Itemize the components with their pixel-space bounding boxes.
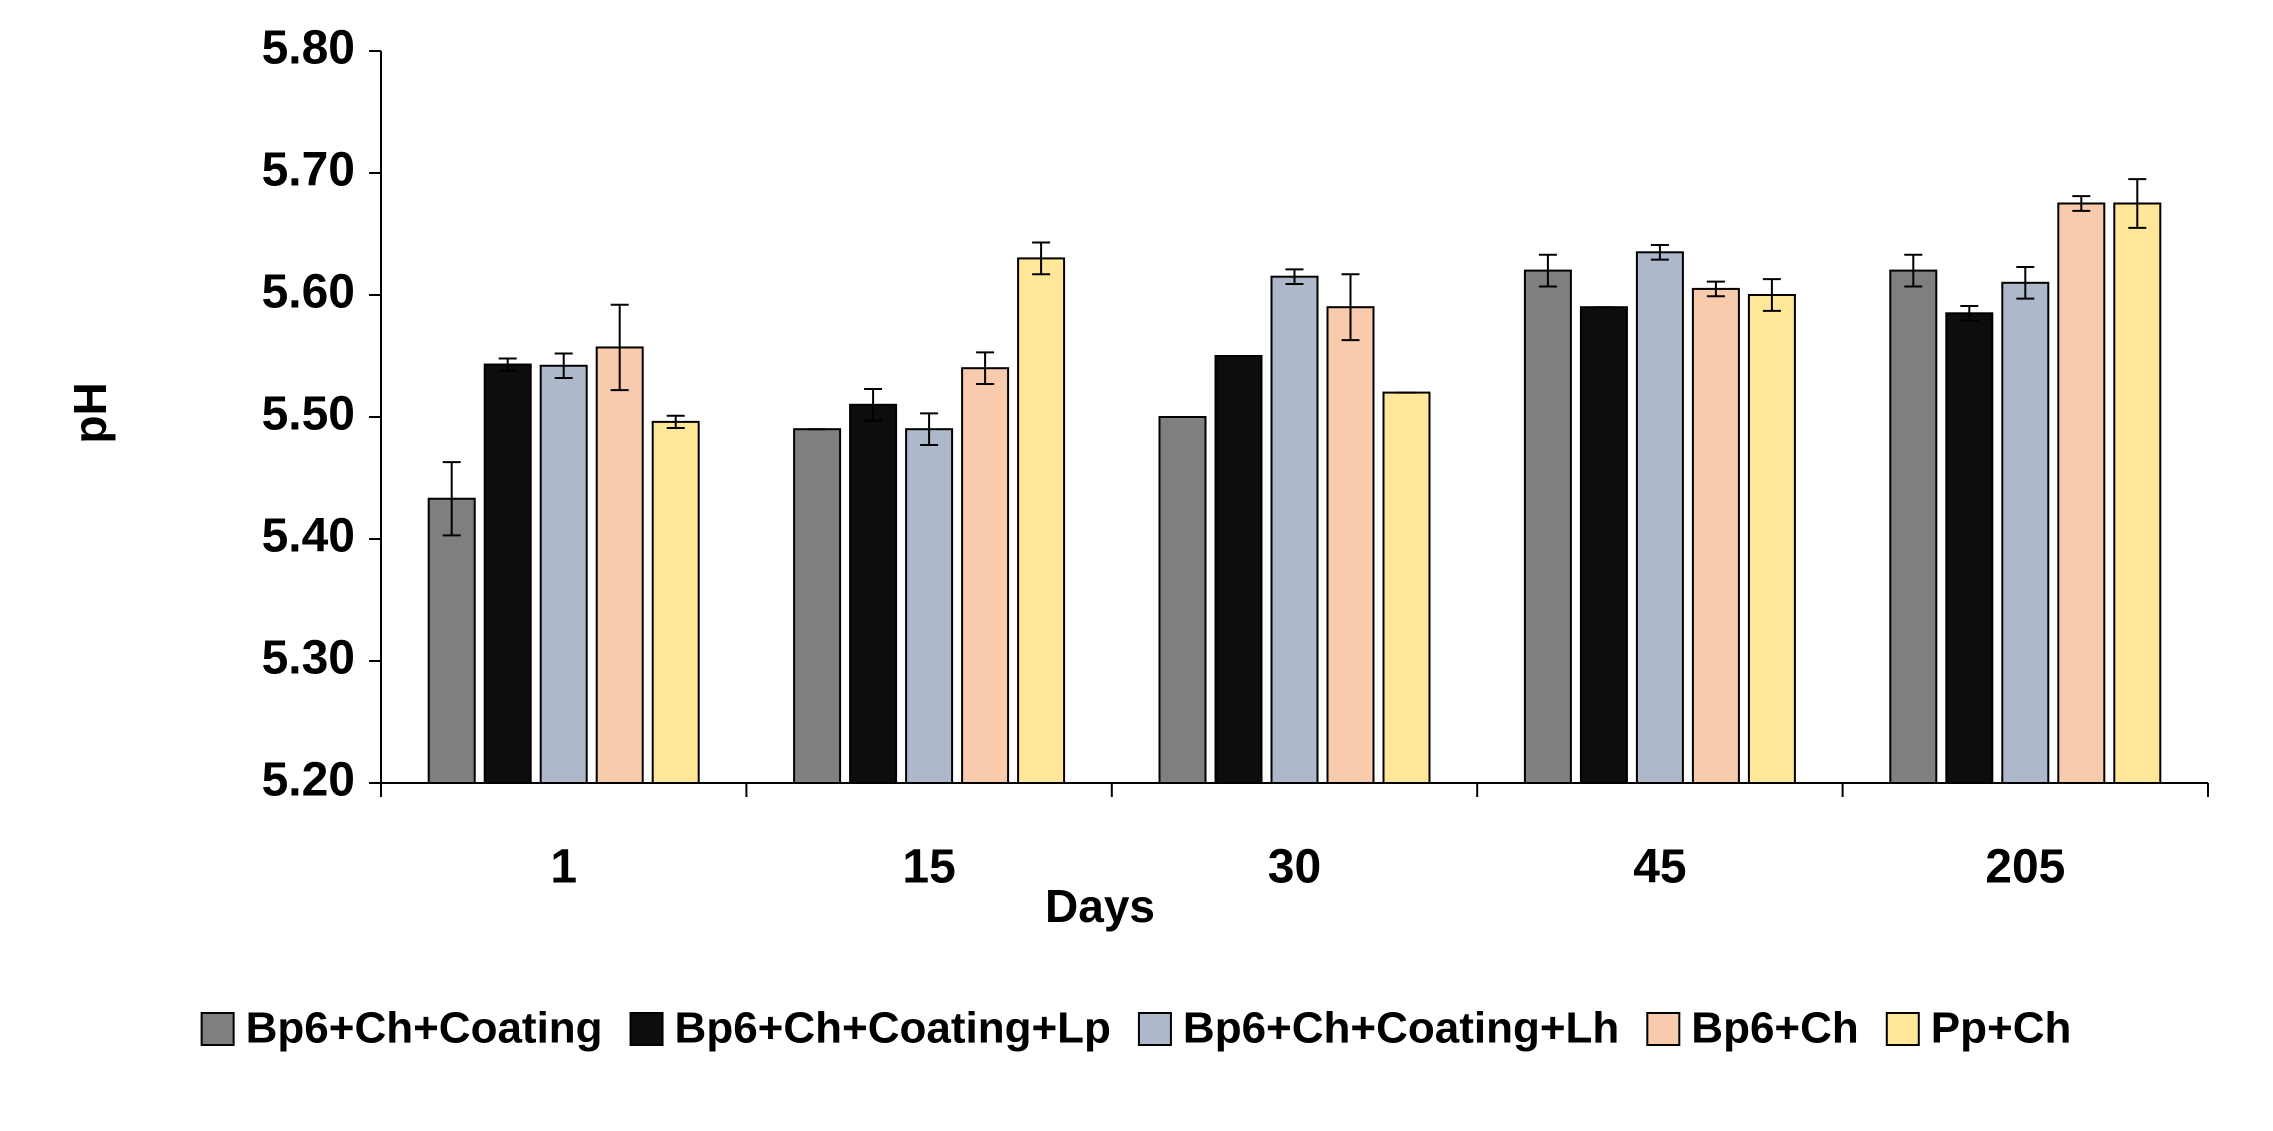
bar <box>1270 275 1319 784</box>
error-bar <box>2016 265 2035 300</box>
legend-label: Bp6+Ch+Coating <box>246 1004 603 1053</box>
bar <box>2113 202 2162 784</box>
legend-swatch <box>1885 1012 1920 1046</box>
bar <box>1945 312 1994 784</box>
error-bar <box>976 351 995 386</box>
bar <box>539 364 588 784</box>
error-bar <box>1762 278 1781 312</box>
x-tick-label: 205 <box>1985 841 2065 894</box>
error-bar <box>2128 178 2147 229</box>
bar <box>1635 251 1684 785</box>
bar <box>1523 269 1572 785</box>
y-tick-label: 5.50 <box>262 388 355 441</box>
y-tick-label: 5.30 <box>262 632 355 685</box>
y-tick-label: 5.70 <box>262 144 355 197</box>
legend-swatch <box>1137 1012 1172 1046</box>
legend-label: Bp6+Ch <box>1691 1004 1858 1053</box>
legend-swatch <box>1646 1012 1681 1046</box>
bar <box>849 403 898 784</box>
legend-label: Bp6+Ch+Coating+Lp <box>675 1004 1111 1053</box>
error-bar <box>1706 280 1725 298</box>
bar <box>961 367 1010 784</box>
error-bar <box>666 414 685 429</box>
y-tick-label: 5.20 <box>262 754 355 807</box>
error-bar <box>2072 195 2091 212</box>
bar <box>1158 416 1207 784</box>
bar <box>2057 202 2106 784</box>
x-tick-label: 1 <box>550 841 577 894</box>
bar <box>1747 294 1796 784</box>
error-bar <box>920 412 939 447</box>
bar <box>905 428 954 784</box>
bar <box>427 497 476 784</box>
bar <box>1579 306 1628 784</box>
y-tick-label: 5.60 <box>262 266 355 319</box>
bar <box>2001 281 2050 784</box>
legend-label: Pp+Ch <box>1931 1004 2072 1053</box>
x-tick-label: 45 <box>1633 841 1686 894</box>
bar <box>595 346 644 784</box>
y-axis-title: pH <box>64 382 116 443</box>
legend-label: Bp6+Ch+Coating+Lh <box>1183 1004 1619 1053</box>
bar <box>651 420 700 784</box>
error-bar <box>1341 273 1360 342</box>
bar <box>1017 257 1066 784</box>
legend-swatch <box>629 1012 664 1046</box>
error-bar <box>498 357 517 372</box>
error-bar <box>610 303 629 392</box>
error-bar <box>1960 304 1979 322</box>
x-tick-label: 15 <box>902 841 955 894</box>
y-tick-label: 5.80 <box>262 22 355 75</box>
bar <box>483 363 532 784</box>
error-bar <box>1538 253 1557 288</box>
error-bar <box>1285 268 1304 286</box>
error-bar <box>1904 253 1923 288</box>
bar <box>793 428 842 784</box>
error-bar <box>442 461 461 537</box>
error-bar <box>554 352 573 379</box>
legend-swatch <box>200 1012 235 1046</box>
error-bar <box>1032 241 1051 276</box>
error-bar <box>1650 243 1669 261</box>
error-bar <box>864 387 883 422</box>
bar <box>1214 355 1263 784</box>
x-axis-title: Days <box>1045 880 1155 932</box>
y-tick-label: 5.40 <box>262 510 355 563</box>
bar <box>1326 306 1375 784</box>
bar <box>1691 287 1740 784</box>
x-tick-label: 30 <box>1268 841 1321 894</box>
bar <box>1382 391 1431 784</box>
bar <box>1889 269 1938 785</box>
